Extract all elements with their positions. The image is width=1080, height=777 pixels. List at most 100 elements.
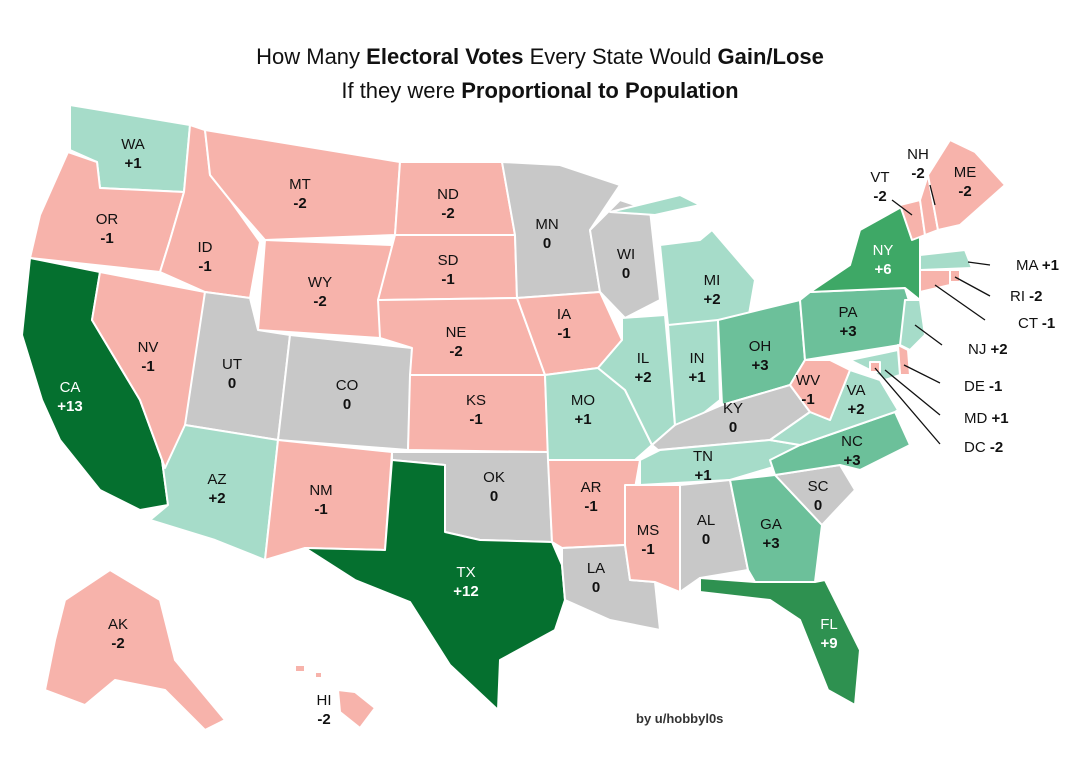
state-shape-tx[interactable] xyxy=(304,459,566,711)
leader-line-de xyxy=(903,364,941,384)
state-change: +2 xyxy=(634,369,651,386)
state-label-ms: MS -1 xyxy=(637,522,660,558)
state-shape-hi[interactable] xyxy=(294,664,376,729)
state-label-il: IL +2 xyxy=(634,350,651,386)
state-code: NC xyxy=(841,433,863,450)
state-label-sd: SD -1 xyxy=(438,252,459,288)
state-label-fl: FL +9 xyxy=(820,616,838,652)
state-shape-ri[interactable] xyxy=(949,269,961,283)
state-change: 0 xyxy=(343,396,351,413)
state-code: DE xyxy=(964,378,989,395)
state-shape-al[interactable] xyxy=(679,479,749,593)
state-change: +1 xyxy=(688,369,705,386)
state-shape-ak[interactable] xyxy=(44,569,226,731)
state-code: MO xyxy=(571,392,595,409)
state-code: WI xyxy=(617,246,635,263)
state-code: SD xyxy=(438,252,459,269)
state-label-ri: RI -2 xyxy=(1010,288,1043,305)
title-run: Gain/Lose xyxy=(717,44,824,69)
state-code: AR xyxy=(581,479,602,496)
state-label-nh: NH -2 xyxy=(907,146,929,182)
state-label-hi: HI -2 xyxy=(317,692,332,728)
state-label-la: LA 0 xyxy=(587,560,605,596)
state-code: WY xyxy=(308,274,332,291)
state-code: SC xyxy=(808,478,829,495)
state-label-wi: WI 0 xyxy=(617,246,635,282)
state-change: +1 xyxy=(574,411,591,428)
state-label-oh: OH +3 xyxy=(749,338,772,374)
state-code: CO xyxy=(336,377,359,394)
state-label-mt: MT -2 xyxy=(289,176,311,212)
state-change: 0 xyxy=(729,419,737,436)
state-label-nj: NJ +2 xyxy=(968,341,1008,358)
state-label-nc: NC +3 xyxy=(841,433,863,469)
state-label-ky: KY 0 xyxy=(723,400,743,436)
state-shape-me[interactable] xyxy=(927,139,1006,231)
state-change: 0 xyxy=(228,375,236,392)
state-change: +1 xyxy=(124,155,141,172)
state-shape-wi[interactable] xyxy=(589,199,661,319)
state-label-de: DE -1 xyxy=(964,378,1002,395)
state-label-pa: PA +3 xyxy=(839,304,858,340)
state-label-ks: KS -1 xyxy=(466,392,486,428)
state-change: +1 xyxy=(1042,257,1059,274)
state-change: 0 xyxy=(702,531,710,548)
state-code: WA xyxy=(121,136,145,153)
state-label-nd: ND -2 xyxy=(437,186,459,222)
leader-line-nh xyxy=(929,184,936,206)
state-code: NH xyxy=(907,146,929,163)
state-label-wa: WA +1 xyxy=(121,136,145,172)
state-label-ne: NE -2 xyxy=(446,324,467,360)
state-label-wv: WV -1 xyxy=(796,372,820,408)
state-shape-dc[interactable] xyxy=(869,361,881,373)
state-label-or: OR -1 xyxy=(96,211,119,247)
state-shape-ct[interactable] xyxy=(919,269,951,293)
state-label-id: ID -1 xyxy=(198,239,213,275)
state-code: DC xyxy=(964,439,990,456)
state-label-me: ME -2 xyxy=(954,164,977,200)
state-shape-ma[interactable] xyxy=(919,249,973,271)
state-label-mo: MO +1 xyxy=(571,392,595,428)
state-label-mi: MI +2 xyxy=(703,272,720,308)
leader-line-md xyxy=(884,369,941,416)
state-code: PA xyxy=(839,304,858,321)
state-label-ma: MA +1 xyxy=(1016,257,1059,274)
state-code: OH xyxy=(749,338,772,355)
state-change: +12 xyxy=(453,583,478,600)
state-change: -2 xyxy=(1029,288,1042,305)
title-run: Electoral Votes xyxy=(366,44,524,69)
state-shape-fl[interactable] xyxy=(699,577,861,706)
state-change: +2 xyxy=(703,291,720,308)
state-shape-ny[interactable] xyxy=(809,204,921,301)
state-labels: WA +1 OR -1 CA +13 NV -1 ID -1 MT -2 WY -2 UT 0 AZ +2 CO 0 N… xyxy=(57,136,1059,728)
state-label-ok: OK 0 xyxy=(483,469,505,505)
state-code: NV xyxy=(138,339,159,356)
state-label-co: CO 0 xyxy=(336,377,359,413)
state-code: AZ xyxy=(207,471,226,488)
state-shape-in[interactable] xyxy=(667,319,721,426)
state-label-tn: TN +1 xyxy=(693,448,713,484)
state-label-ak: AK -2 xyxy=(108,616,128,652)
state-shape-nj[interactable] xyxy=(899,299,926,351)
title-run: Every State Would xyxy=(523,44,718,69)
state-code: NY xyxy=(873,242,894,259)
title-run: How Many xyxy=(256,44,367,69)
state-change: +3 xyxy=(762,535,779,552)
leader-line-dc xyxy=(874,367,941,445)
state-code: MT xyxy=(289,176,311,193)
state-code: IN xyxy=(690,350,705,367)
state-change: -1 xyxy=(1042,315,1055,332)
state-shape-nm[interactable] xyxy=(264,439,393,561)
leader-line-ma xyxy=(967,261,991,266)
state-code: ND xyxy=(437,186,459,203)
state-code: VA xyxy=(847,382,866,399)
state-code: LA xyxy=(587,560,605,577)
state-change: +3 xyxy=(843,452,860,469)
state-code: KY xyxy=(723,400,743,417)
state-shape-il[interactable] xyxy=(597,314,676,446)
state-change: +9 xyxy=(820,635,837,652)
state-code: RI xyxy=(1010,288,1029,305)
state-code: TN xyxy=(693,448,713,465)
state-change: -1 xyxy=(141,358,154,375)
leader-line-ri xyxy=(954,276,991,297)
